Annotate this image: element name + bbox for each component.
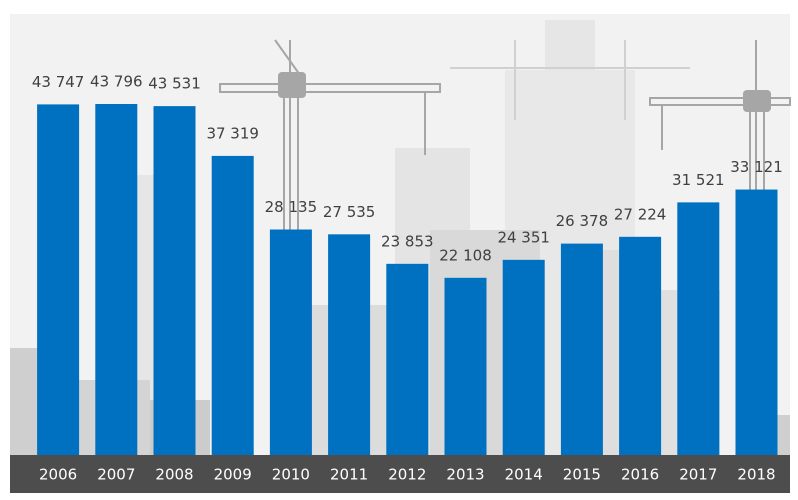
value-label: 43 796 xyxy=(90,73,143,91)
bar xyxy=(153,106,196,455)
value-label: 26 378 xyxy=(556,212,609,230)
x-tick-label: 2014 xyxy=(505,466,543,484)
x-tick-label: 2018 xyxy=(737,466,775,484)
bar xyxy=(211,155,254,455)
bar xyxy=(37,104,80,456)
x-tick-label: 2013 xyxy=(446,466,484,484)
bar xyxy=(619,236,662,455)
x-tick-label: 2016 xyxy=(621,466,659,484)
bar xyxy=(560,243,603,455)
value-label: 28 135 xyxy=(265,198,318,216)
value-label: 27 224 xyxy=(614,205,667,223)
x-tick-label: 2009 xyxy=(214,466,252,484)
value-label: 43 747 xyxy=(32,73,85,91)
bar xyxy=(444,277,487,455)
x-tick-label: 2017 xyxy=(679,466,717,484)
bar xyxy=(386,263,429,455)
bar xyxy=(677,202,720,455)
bar xyxy=(735,189,778,455)
value-label: 23 853 xyxy=(381,232,434,250)
bar xyxy=(328,234,371,455)
bar xyxy=(95,104,138,455)
value-label: 24 351 xyxy=(497,228,550,246)
value-label: 31 521 xyxy=(672,171,725,189)
value-label: 33 121 xyxy=(730,158,783,176)
bar xyxy=(502,259,545,455)
bar xyxy=(269,229,312,455)
x-tick-label: 2015 xyxy=(563,466,601,484)
x-tick-label: 2010 xyxy=(272,466,310,484)
value-label: 43 531 xyxy=(148,75,201,93)
x-tick-label: 2008 xyxy=(155,466,193,484)
value-label: 27 535 xyxy=(323,203,376,221)
x-tick-label: 2007 xyxy=(97,466,135,484)
value-label: 22 108 xyxy=(439,246,492,264)
category-band xyxy=(10,455,790,493)
x-tick-label: 2011 xyxy=(330,466,368,484)
value-label: 37 319 xyxy=(206,124,259,142)
x-tick-label: 2006 xyxy=(39,466,77,484)
x-tick-label: 2012 xyxy=(388,466,426,484)
